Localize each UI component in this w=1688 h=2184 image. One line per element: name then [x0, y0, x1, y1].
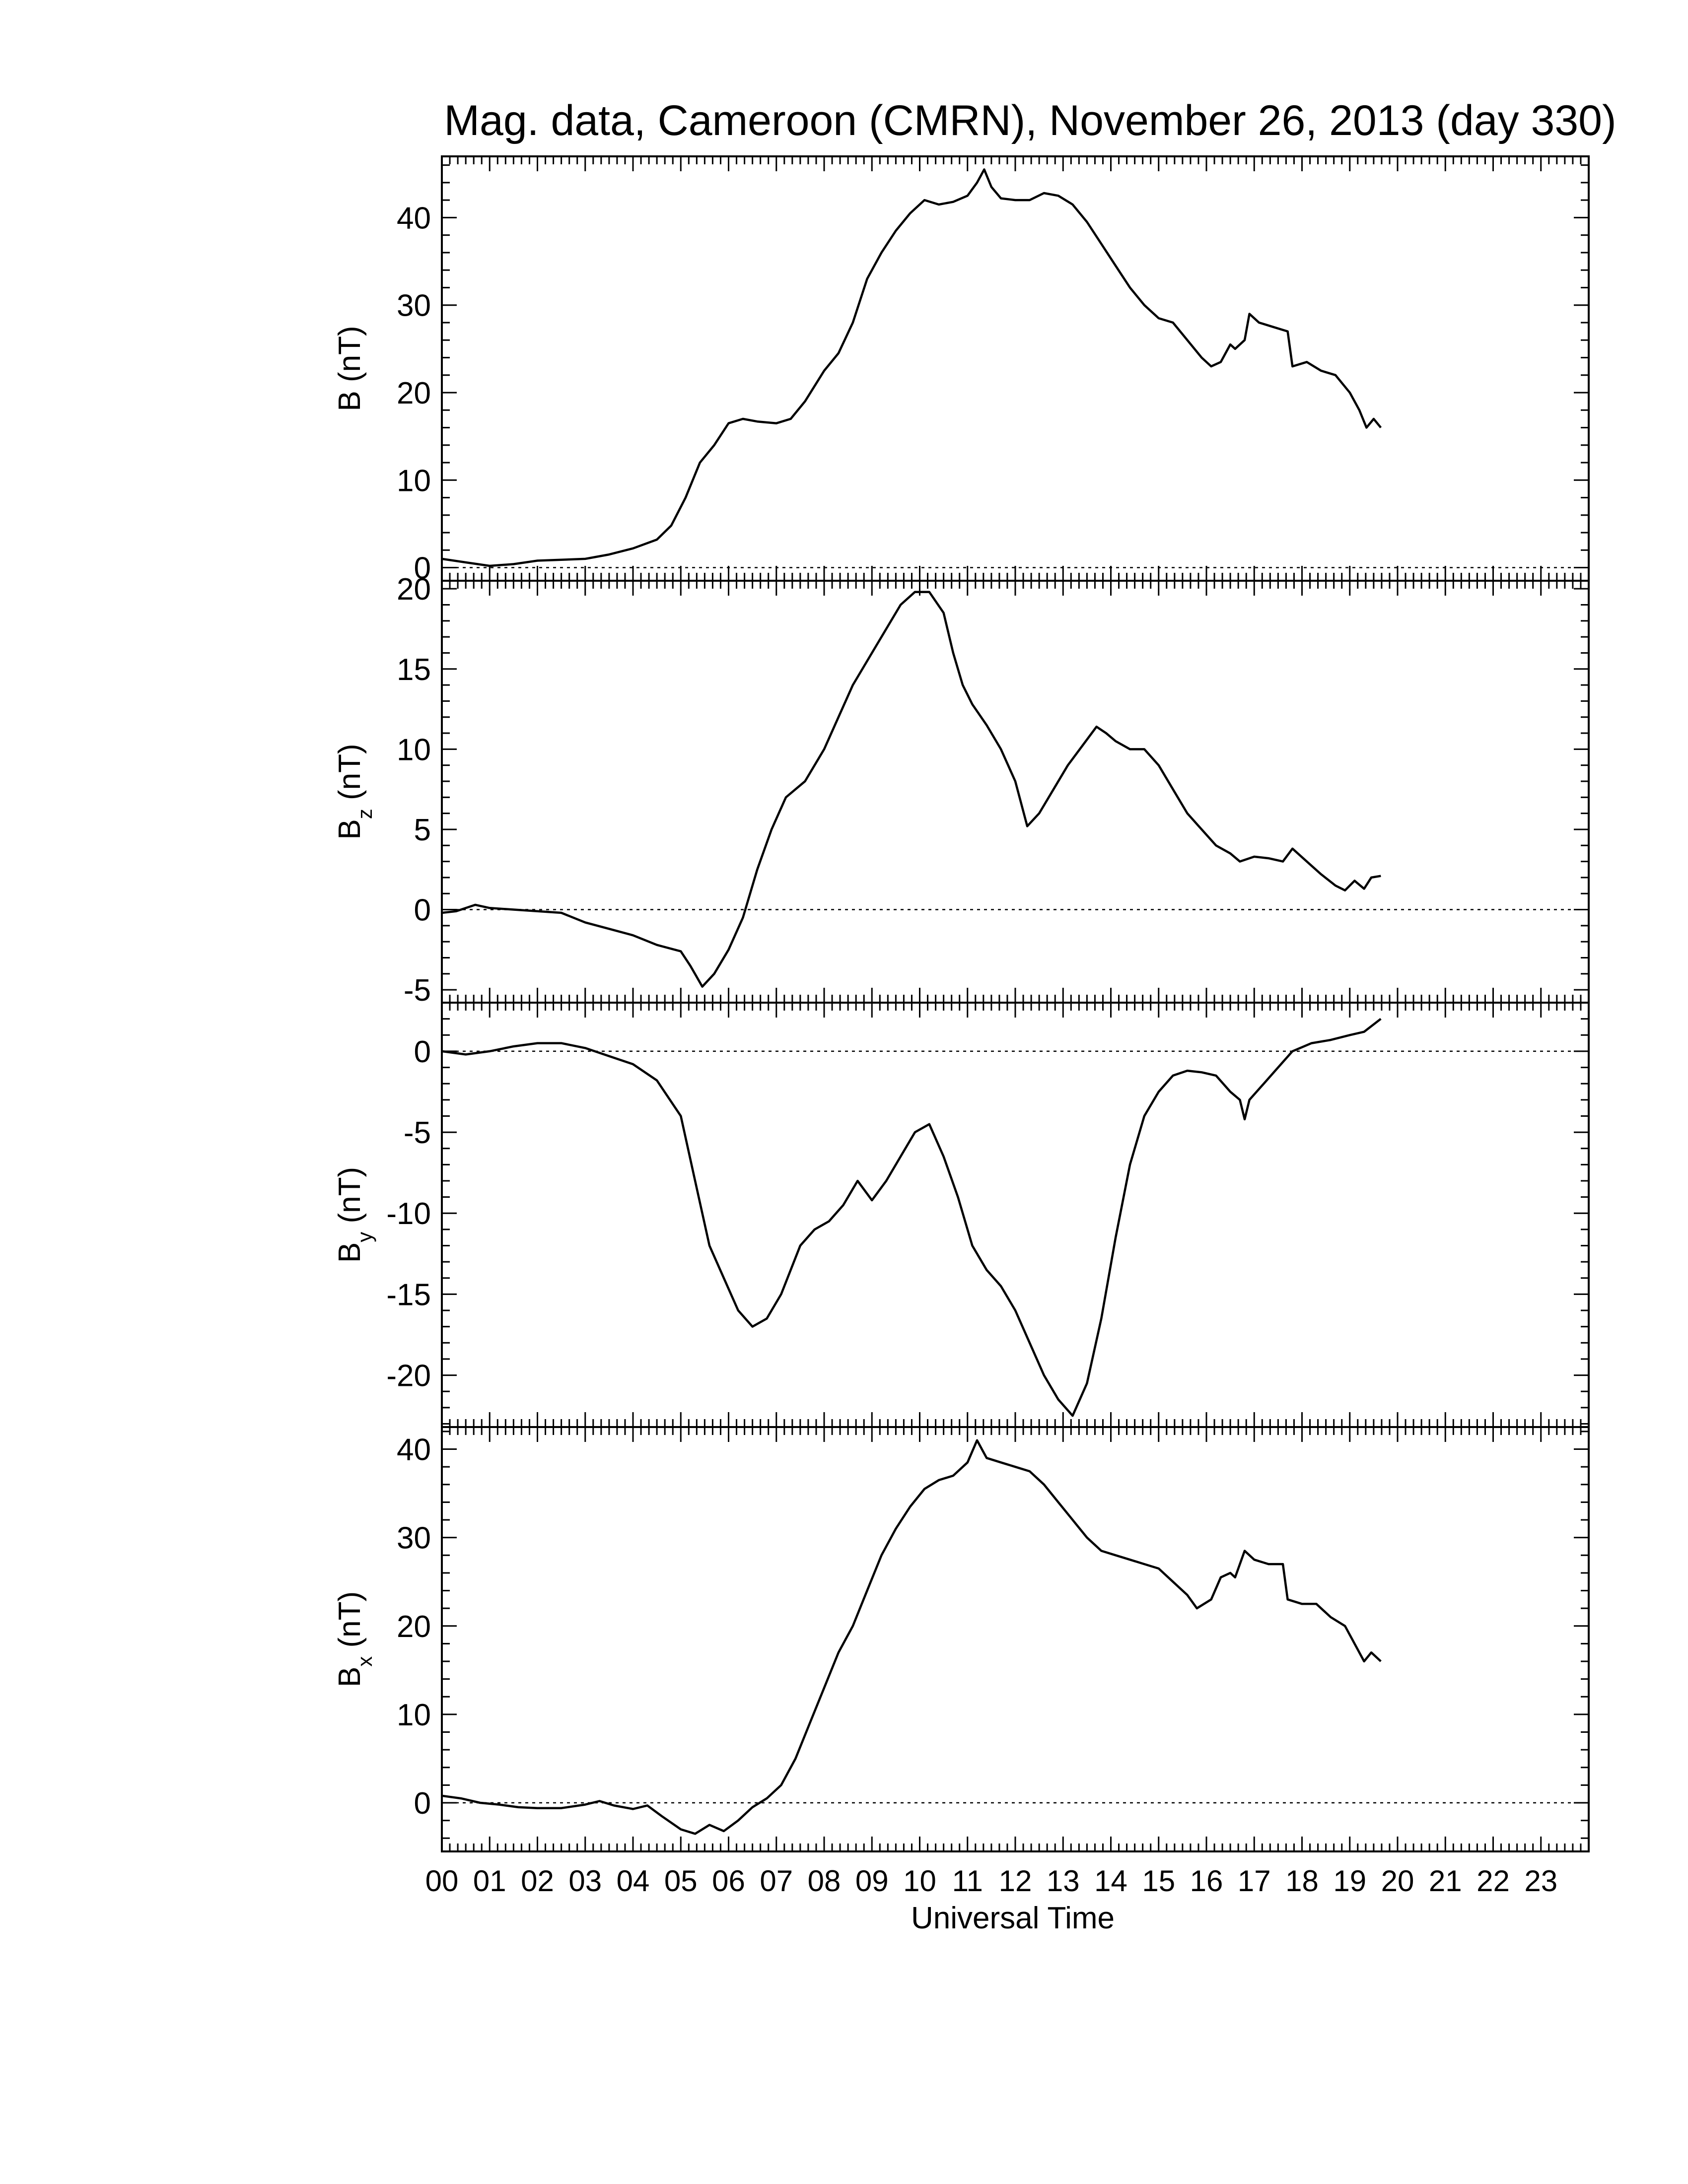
y-tick-label: 5 [414, 813, 431, 847]
y-tick-label: 10 [397, 464, 431, 498]
panel-frame [441, 1002, 1590, 1428]
x-tick-label: 17 [1238, 1864, 1271, 1898]
panel-B: 0 10 20 30 40 B (nT) [333, 155, 1590, 586]
chart-title: Mag. data, Cameroon (CMRN), November 26,… [444, 97, 1616, 144]
y-tick-label: 10 [397, 733, 431, 767]
x-tick-label: 03 [568, 1864, 602, 1898]
x-tick-label: 21 [1429, 1864, 1462, 1898]
y-tick-label: -20 [386, 1359, 431, 1393]
y-tick-label: 40 [397, 1433, 431, 1467]
x-tick-label: 14 [1094, 1864, 1127, 1898]
y-tick-label: 0 [414, 1035, 431, 1069]
series-line-Bz [441, 591, 1381, 988]
x-tick-label: 20 [1381, 1864, 1414, 1898]
x-tick-label: 09 [855, 1864, 889, 1898]
x-tick-label: 16 [1190, 1864, 1223, 1898]
x-tick-label: 04 [617, 1864, 650, 1898]
panel-frame [441, 1426, 1590, 1852]
series-line-By [441, 1018, 1382, 1417]
x-tick-label: 02 [521, 1864, 554, 1898]
y-tick-label: 0 [414, 551, 431, 586]
x-tick-label: 23 [1524, 1864, 1557, 1898]
panel-frame [441, 155, 1590, 582]
y-axis-label: By (nT) [333, 1167, 376, 1263]
panels: 0 10 20 30 40 B (nT) -5 0 5 10 15 20 Bz (nT) -20 -15 -1… [333, 155, 1590, 1852]
y-axis-label: Bz (nT) [333, 744, 376, 839]
panel-Bx: 0 10 20 30 40 Bx (nT) [333, 1426, 1590, 1852]
y-tick-label: -5 [404, 973, 431, 1008]
y-tick-label: 15 [397, 653, 431, 687]
x-tick-label: 19 [1333, 1864, 1366, 1898]
x-axis-label: Universal Time [911, 1901, 1115, 1935]
y-tick-label: 0 [414, 1786, 431, 1821]
x-tick-label: 05 [664, 1864, 698, 1898]
x-tick-label: 00 [425, 1864, 459, 1898]
y-tick-label: -10 [386, 1197, 431, 1231]
x-tick-label: 07 [760, 1864, 793, 1898]
y-axis-label: Bx (nT) [333, 1591, 376, 1687]
y-tick-label: 40 [397, 201, 431, 235]
y-tick-label: 20 [397, 376, 431, 410]
x-tick-label: 01 [473, 1864, 506, 1898]
y-tick-label: -15 [386, 1278, 431, 1312]
x-tick-label: 15 [1142, 1864, 1175, 1898]
x-tick-label: 10 [903, 1864, 936, 1898]
x-tick-label: 11 [952, 1864, 983, 1898]
x-tick-label: 12 [999, 1864, 1032, 1898]
y-tick-label: 30 [397, 1521, 431, 1556]
x-tick-label: 22 [1477, 1864, 1510, 1898]
x-tick-label: 08 [808, 1864, 841, 1898]
series-line-Bx [441, 1439, 1382, 1835]
y-tick-label: -5 [404, 1116, 431, 1150]
y-axis-label: B (nT) [333, 326, 367, 411]
series-line-B [441, 168, 1382, 567]
y-tick-label: 20 [397, 572, 431, 607]
x-tick-label: 13 [1047, 1864, 1080, 1898]
x-axis: 00 01 02 03 04 05 06 07 08 09 10 11 12 13 14 15 16 17 18 19… [425, 1864, 1558, 1898]
panel-By: -20 -15 -10 -5 0 By (nT) [333, 1002, 1590, 1428]
y-tick-label: 30 [397, 289, 431, 323]
y-tick-label: 20 [397, 1610, 431, 1644]
panel-frame [441, 580, 1590, 1004]
y-tick-label: 0 [414, 893, 431, 928]
x-tick-label: 18 [1285, 1864, 1319, 1898]
y-tick-label: 10 [397, 1698, 431, 1732]
panel-Bz: -5 0 5 10 15 20 Bz (nT) [333, 572, 1590, 1008]
x-tick-label: 06 [712, 1864, 745, 1898]
